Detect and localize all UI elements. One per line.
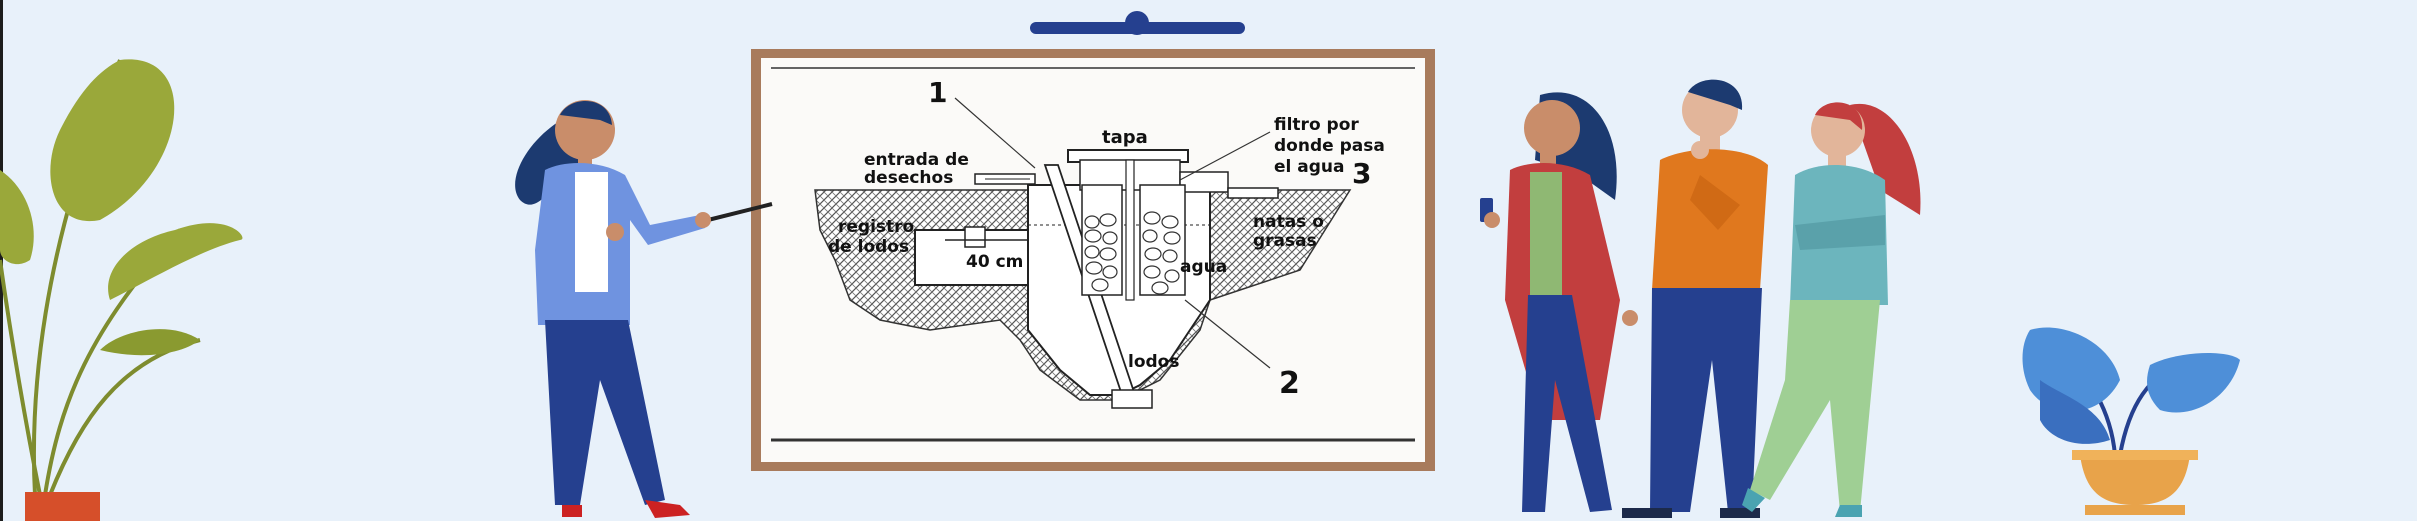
label-3: 3	[1352, 157, 1371, 190]
pointer-icon	[699, 202, 773, 224]
label-40cm: 40 cm	[966, 252, 1023, 272]
label-filtro-2: donde pasa	[1274, 136, 1385, 156]
label-entrada-2: desechos	[864, 168, 953, 188]
woman-arms-crossed-icon	[1742, 102, 1921, 517]
label-natas-2: grasas	[1253, 231, 1317, 251]
label-tapa: tapa	[1102, 127, 1148, 148]
label-entrada-1: entrada de	[864, 150, 969, 170]
thinking-man-icon	[1622, 79, 1768, 518]
label-1: 1	[928, 76, 947, 109]
label-filtro-3: el agua	[1274, 157, 1345, 177]
board-hanger	[1030, 11, 1245, 35]
right-plant-icon	[2022, 327, 2240, 515]
label-agua: agua	[1180, 257, 1227, 277]
label-natas-1: natas o	[1253, 212, 1324, 232]
label-filtro-1: filtro por	[1274, 115, 1359, 135]
woman-with-phone-icon	[1480, 92, 1638, 512]
septic-tank-diagram: 1 tapa filtro por donde pasa el agua 3 e…	[814, 76, 1385, 409]
outlet-pipe	[1227, 187, 1279, 199]
label-lodos: lodos	[1128, 352, 1179, 372]
drain-base	[1111, 389, 1153, 409]
left-plant-icon	[0, 59, 243, 521]
presenter-icon	[515, 100, 773, 518]
label-2: 2	[1279, 366, 1300, 401]
label-registro-1: registro	[838, 217, 914, 237]
label-registro-2: de lodos	[828, 237, 909, 257]
